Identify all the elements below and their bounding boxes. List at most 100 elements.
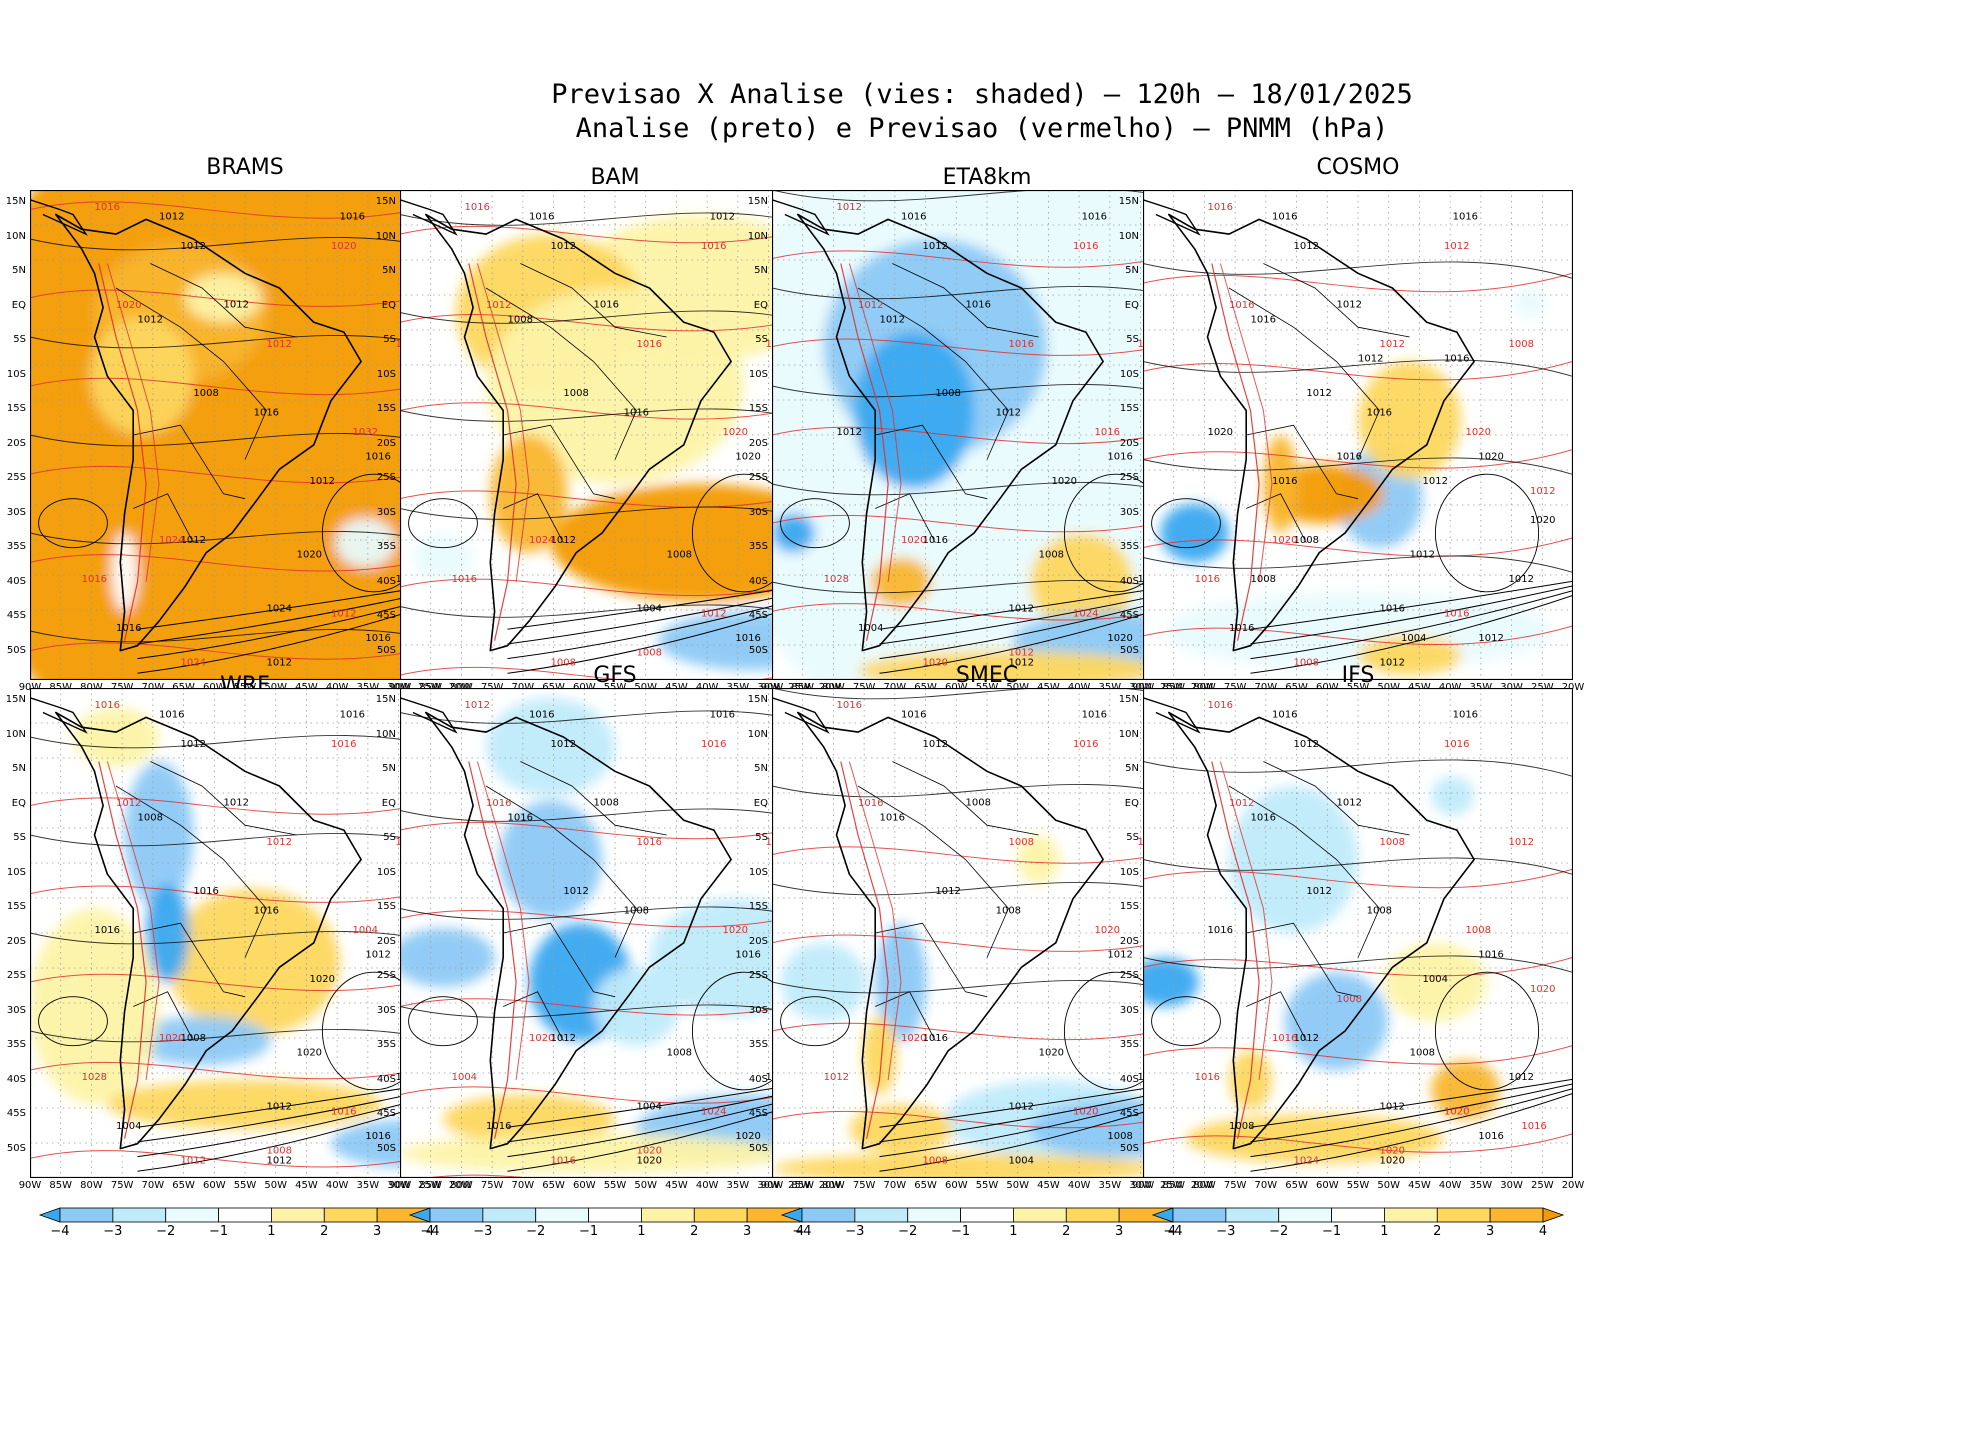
analysis-contour-label: 1008 <box>193 388 218 399</box>
analysis-contour-label: 1012 <box>1009 603 1034 614</box>
bias-shade <box>1431 1060 1500 1120</box>
latitude-label: 5N <box>382 265 396 276</box>
forecast-contour-label: 1016 <box>452 574 477 585</box>
analysis-contour-label: 1020 <box>1052 476 1077 487</box>
longitude-label: 45W <box>295 1180 318 1191</box>
colorbar-tick-label: −1 <box>578 1224 599 1239</box>
colorbar-tick-label: 3 <box>1486 1224 1495 1239</box>
longitude-label: 45W <box>1037 1180 1060 1191</box>
latitude-label: 10N <box>5 728 26 740</box>
latitude-label: 40S <box>748 1073 768 1085</box>
forecast-contour-label: 1016 <box>637 339 662 350</box>
latitude-label: 5S <box>383 832 396 843</box>
coastline <box>54 711 362 1150</box>
forecast-contour-label: 1008 <box>1509 339 1534 350</box>
forecast-contour-label: 1020 <box>1466 427 1491 438</box>
longitude-label: 50W <box>634 1180 658 1191</box>
analysis-contour-label: 1012 <box>267 1101 292 1112</box>
analysis-contour-label: 1012 <box>563 886 588 897</box>
analysis-contour-label: 1016 <box>1478 1131 1503 1142</box>
bias-shade <box>870 557 932 607</box>
colorbar-tick-label: 1 <box>267 1224 276 1239</box>
colorbar-segment <box>588 1207 642 1223</box>
analysis-contour-label: 1016 <box>735 950 760 961</box>
analysis-contour-label: 1016 <box>508 812 533 823</box>
latitude-label: EQ <box>11 299 26 311</box>
analysis-contour-label: 1012 <box>1306 886 1331 897</box>
forecast-contour-label: 1016 <box>1073 739 1098 750</box>
latitude-label: 35S <box>748 541 768 552</box>
analysis-contour-label: 1012 <box>923 241 948 252</box>
latitude-label: 5S <box>13 832 26 843</box>
map-area: 1016 1016 1012 1012 1008 1016 1016 1012 1008 1020… <box>30 688 460 1178</box>
longitude-label: 40W <box>1438 682 1462 693</box>
latitude-label: 25S <box>376 970 396 981</box>
colorbar-tick-label: 4 <box>1167 1224 1177 1239</box>
latitude-label: 15N <box>747 196 768 207</box>
forecast-contour-label: 1012 <box>824 1072 849 1083</box>
analysis-contour-label: 1016 <box>340 211 365 222</box>
figure-title: Previsao X Analise (vies: shaded) — 120h… <box>0 78 1964 146</box>
latitude-label: 25S <box>748 472 768 483</box>
latitude-label: 10S <box>6 368 26 380</box>
forecast-contour-label: 1020 <box>1444 1107 1469 1118</box>
analysis-contour-label: 1016 <box>1272 476 1297 487</box>
longitude-label: 80W <box>1193 682 1216 693</box>
forecast-contour-label: 1016 <box>95 202 120 213</box>
latitude-label: 5N <box>12 763 26 774</box>
latitude-label: 25S <box>748 970 768 981</box>
longitude-label: 65W <box>542 1180 565 1191</box>
colorbar-tick-label: −1 <box>950 1224 971 1239</box>
colorbar-segment <box>907 1207 961 1223</box>
latitude-label: 15S <box>376 403 396 414</box>
analysis-contour-label: 1012 <box>551 241 576 252</box>
bias-shade <box>862 1016 897 1095</box>
analysis-contour-label: 1020 <box>735 1131 760 1142</box>
latitude-label: EQ <box>753 299 768 311</box>
forecast-contour-label: 1004 <box>353 925 378 936</box>
analysis-contour-label: 1008 <box>624 905 649 916</box>
colorbar-tick-label: −4 <box>50 1224 70 1239</box>
forecast-contour-label: 1016 <box>1272 1033 1297 1044</box>
latitude-label: 35S <box>1119 541 1139 552</box>
longitude-label: 45W <box>1408 682 1431 693</box>
forecast-contour-label: 1016 <box>1009 339 1034 350</box>
longitude-label: 30W <box>387 1180 410 1191</box>
forecast-contour-label: 1024 <box>529 535 554 546</box>
analysis-contour-label: 1016 <box>1251 314 1276 325</box>
analysis-contour-label: 1020 <box>1039 1048 1064 1059</box>
longitude-label: 55W <box>603 1180 627 1191</box>
analysis-contour-label: 1004 <box>637 1101 662 1112</box>
latitude-label: 10S <box>748 866 768 878</box>
latitude-label: 35S <box>6 541 26 552</box>
forecast-contour-label: 1008 <box>267 1146 292 1157</box>
analysis-contour-label: 1016 <box>1272 709 1297 720</box>
longitude-label: 40W <box>1067 682 1091 693</box>
longitude-label: 90W <box>1131 682 1155 693</box>
analysis-contour-label: 1012 <box>267 1155 292 1166</box>
longitude-label: 60W <box>202 682 226 693</box>
colorbar-tick-label: −2 <box>526 1224 546 1239</box>
longitude-label: 30W <box>387 682 410 693</box>
analysis-contour-label: 1016 <box>365 633 390 644</box>
longitude-label: 25W <box>1159 682 1183 693</box>
forecast-contour-label: 1008 <box>1337 994 1362 1005</box>
map-area: 1016 1012 1012 1016 1008 1008 1016 1020 1012 1008… <box>400 190 830 680</box>
bias-shade <box>1229 786 1358 933</box>
latitude-label: 10S <box>1119 866 1139 878</box>
colorbar-segment <box>1172 1207 1227 1223</box>
analysis-contour-label: 1012 <box>551 739 576 750</box>
forecast-contour-label: 1016 <box>1073 241 1098 252</box>
bias-shade <box>858 650 1159 680</box>
longitude-label: 30W <box>757 682 780 693</box>
colorbar-tick-label: 1 <box>1380 1224 1389 1239</box>
forecast-contour-label: 1016 <box>95 700 120 711</box>
latitude-label: 35S <box>748 1039 768 1050</box>
coastline <box>54 213 362 652</box>
analysis-contour-label: 1012 <box>1423 476 1448 487</box>
longitude-label: 55W <box>233 1180 257 1191</box>
longitude-label: 90W <box>760 1180 784 1191</box>
analysis-contour-label: 1012 <box>837 427 862 438</box>
latitude-label: 35S <box>376 541 396 552</box>
longitude-label: 60W <box>572 1180 596 1191</box>
